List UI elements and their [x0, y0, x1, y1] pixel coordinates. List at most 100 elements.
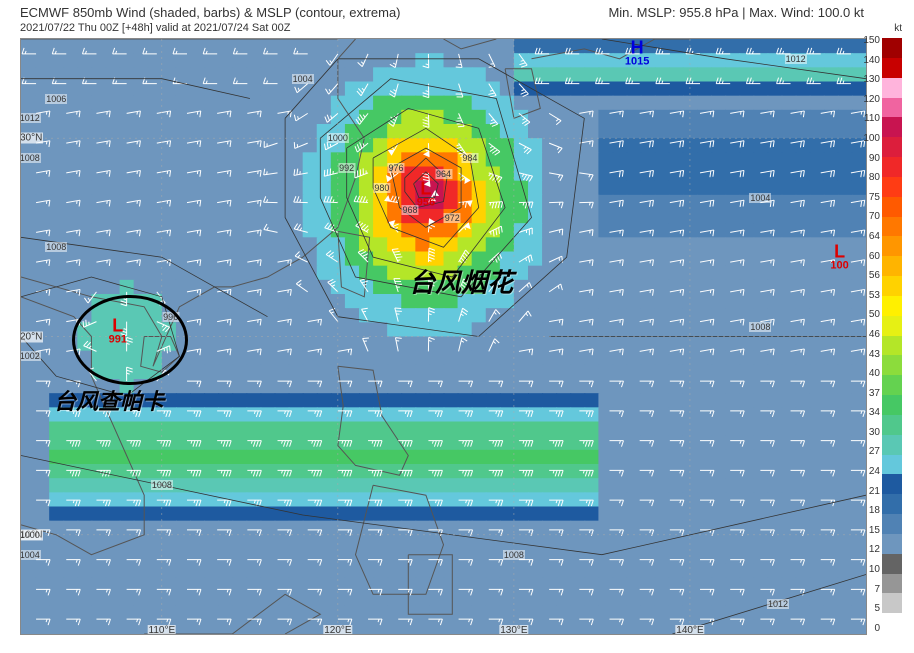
colorbar-segment [882, 494, 902, 514]
lon-tick: 130°E [499, 625, 528, 635]
colorbar-tick: 120 [863, 95, 880, 105]
colorbar-segment [882, 534, 902, 554]
colorbar-tick: 140 [863, 56, 880, 66]
contour-label: 1008 [20, 153, 41, 163]
colorbar-tick: 130 [863, 75, 880, 85]
contour-label: 1002 [20, 351, 41, 361]
pressure-extrema: L100 [830, 243, 848, 272]
contour-label: 1012 [20, 113, 41, 123]
contour-label: 1012 [767, 599, 789, 609]
colorbar-tick: 15 [863, 526, 880, 536]
contour-label: 1012 [785, 54, 807, 64]
colorbar-tick: 10 [863, 565, 880, 575]
colorbar-tick: 43 [863, 350, 880, 360]
colorbar-tick: 27 [863, 447, 880, 457]
colorbar-tick: 64 [863, 232, 880, 242]
colorbar-tick: 7 [863, 585, 880, 595]
colorbar-tick: 70 [863, 212, 880, 222]
colorbar-segment [882, 98, 902, 118]
colorbar-segment [882, 474, 902, 494]
colorbar-segment [882, 38, 902, 58]
typhoon-annotation: 台风烟花 [409, 262, 513, 299]
colorbar-tick: 110 [863, 114, 880, 124]
colorbar-tick: 80 [863, 173, 880, 183]
pressure-extrema: L956 [417, 179, 435, 208]
colorbar-segment [882, 574, 902, 594]
colorbar-segment [882, 296, 902, 316]
colorbar-segment [882, 117, 902, 137]
contour-label: 1000 [327, 133, 349, 143]
colorbar-segment [882, 355, 902, 375]
contour-label: 980 [373, 183, 390, 193]
colorbar-tick: 50 [863, 310, 880, 320]
chart-stats: Min. MSLP: 955.8 hPa | Max. Wind: 100.0 … [608, 5, 864, 20]
colorbar-segment [882, 415, 902, 435]
map-plot-area: 10°N20°N30°N110°E120°E130°E140°E10121008… [20, 38, 867, 635]
contour-label: 1008 [151, 480, 173, 490]
colorbar-segment [882, 336, 902, 356]
lon-tick: 140°E [675, 625, 704, 635]
contour-label: 1000 [20, 530, 41, 540]
colorbar-tick: 34 [863, 408, 880, 418]
lon-tick: 120°E [323, 625, 352, 635]
colorbar-tick: 90 [863, 154, 880, 164]
colorbar-tick: 37 [863, 389, 880, 399]
colorbar-segment [882, 455, 902, 475]
colorbar-tick: 56 [863, 271, 880, 281]
colorbar-tick: 150 [863, 36, 880, 46]
colorbar-segment [882, 554, 902, 574]
chart-title: ECMWF 850mb Wind (shaded, barbs) & MSLP … [20, 5, 401, 20]
pressure-extrema: H1015 [625, 38, 649, 67]
colorbar-segment [882, 276, 902, 296]
colorbar-tick: 100 [863, 134, 880, 144]
colorbar-tick: 53 [863, 291, 880, 301]
contour-label: 1006 [45, 94, 67, 104]
contour-label: 1004 [292, 74, 314, 84]
colorbar-segment [882, 613, 902, 633]
contour-label: 972 [444, 213, 461, 223]
colorbar-segment [882, 514, 902, 534]
colorbar-tick: 46 [863, 330, 880, 340]
colorbar-segment [882, 58, 902, 78]
colorbar-tick: 12 [863, 545, 880, 555]
colorbar-segment [882, 137, 902, 157]
colorbar-segment [882, 256, 902, 276]
colorbar-tick: 75 [863, 193, 880, 203]
colorbar-segment [882, 197, 902, 217]
contour-label: 1008 [749, 322, 771, 332]
contour-label: 1008 [503, 550, 525, 560]
chart-subtitle: 2021/07/22 Thu 00Z [+48h] valid at 2021/… [20, 22, 290, 34]
lat-tick: 20°N [20, 331, 43, 342]
circle-annotation [72, 295, 188, 385]
colorbar [882, 38, 902, 633]
colorbar-tick: 24 [863, 467, 880, 477]
lat-tick: 30°N [20, 133, 43, 144]
colorbar-segment [882, 316, 902, 336]
colorbar-segment [882, 217, 902, 237]
contour-label: 976 [387, 163, 404, 173]
colorbar-tick: 40 [863, 369, 880, 379]
contour-label: 1004 [20, 550, 41, 560]
typhoon-annotation: 台风查帕卡 [54, 384, 164, 416]
contour-label: 1004 [749, 193, 771, 203]
chart-container: ECMWF 850mb Wind (shaded, barbs) & MSLP … [0, 0, 914, 653]
contour-label: 992 [338, 163, 355, 173]
colorbar-tick: 21 [863, 487, 880, 497]
colorbar-tick: 5 [863, 604, 880, 614]
colorbar-segment [882, 593, 902, 613]
contour-label: 1008 [45, 242, 67, 252]
colorbar-segment [882, 157, 902, 177]
colorbar-segment [882, 177, 902, 197]
colorbar-segment [882, 78, 902, 98]
contour-label: 964 [435, 169, 452, 179]
lon-tick: 110°E [148, 625, 177, 635]
colorbar-segment [882, 435, 902, 455]
colorbar-segment [882, 375, 902, 395]
colorbar-segment [882, 395, 902, 415]
colorbar-tick: 30 [863, 428, 880, 438]
colorbar-tick: 60 [863, 252, 880, 262]
contour-label: 984 [461, 153, 478, 163]
colorbar-segment [882, 236, 902, 256]
colorbar-tick-labels: 1501401301201101009080757064605653504643… [863, 36, 880, 634]
colorbar-unit: kt [894, 23, 902, 34]
